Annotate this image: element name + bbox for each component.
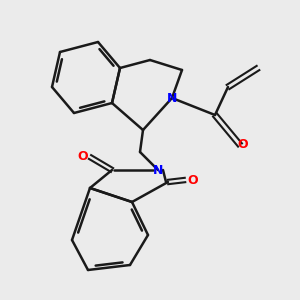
Text: O: O bbox=[188, 173, 198, 187]
Text: N: N bbox=[167, 92, 177, 104]
Text: O: O bbox=[238, 139, 248, 152]
Text: O: O bbox=[78, 151, 88, 164]
Text: N: N bbox=[153, 164, 163, 176]
